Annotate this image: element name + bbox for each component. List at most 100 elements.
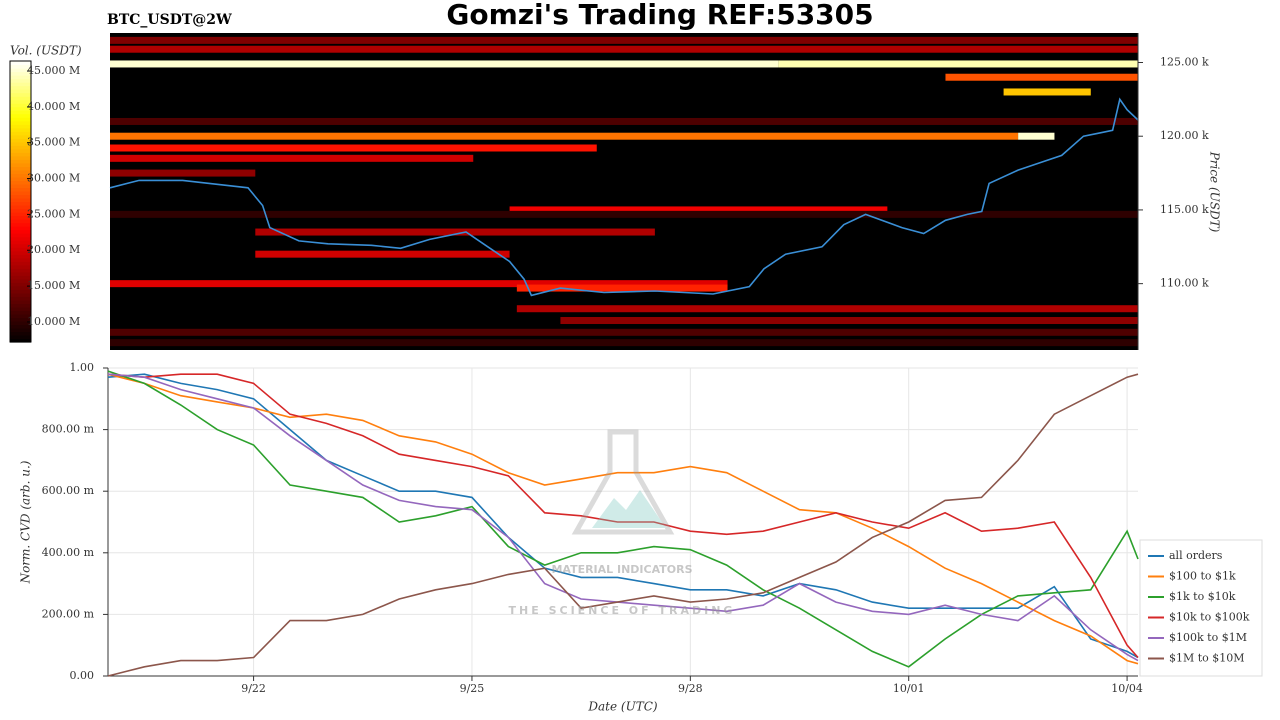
colorbar-slice: [10, 236, 31, 241]
plots: 110.00 k 115.00 k 120.00 k 125.00 k Price (U…: [9, 33, 1263, 714]
colorbar-slice: [10, 197, 31, 203]
colorbar-slice: [10, 250, 31, 255]
watermark-text: MATERIAL INDICATORS: [551, 563, 692, 576]
colorbar-frame: [9, 60, 32, 343]
y-tick-label: 0.00: [70, 669, 95, 682]
colorbar-label: Vol. (USDT): [10, 44, 82, 58]
colorbar-slice: [10, 254, 31, 259]
colorbar-slice: [10, 134, 31, 139]
colorbar-slice: [10, 205, 31, 210]
cvd-line: [107, 373, 1139, 659]
heatmap-cell: [255, 228, 655, 236]
y-axis-label: Norm. CVD (arb. u.): [19, 460, 33, 584]
colorbar-slice: [10, 247, 31, 252]
colorbar-slice: [10, 268, 31, 273]
cvd-line: [107, 373, 1139, 677]
colorbar-slice: [10, 320, 31, 326]
colorbar-slice: [10, 233, 31, 238]
colorbar-slice: [10, 264, 31, 269]
colorbar-slice: [10, 303, 31, 308]
y-tick-label: 110.00 k: [1160, 277, 1209, 290]
heatmap-cell: [110, 45, 1138, 53]
colorbar-slice: [10, 120, 31, 125]
colorbar-slice: [10, 327, 31, 333]
colorbar-slice: [10, 215, 31, 220]
colorbar-slice: [10, 152, 31, 157]
legend-label: $100k to $1M: [1169, 631, 1247, 644]
y-tick-label: 115.00 k: [1160, 203, 1209, 216]
heatmap-cell: [516, 305, 1138, 313]
colorbar-slice: [10, 117, 31, 122]
colorbar-tick-label: 20.000 M: [27, 243, 80, 256]
legend-label: $100 to $1k: [1169, 570, 1236, 583]
colorbar-slice: [10, 176, 31, 182]
colorbar-tick-label: 30.000 M: [27, 172, 80, 185]
heatmap-cell: [110, 339, 1138, 347]
colorbar-slice: [10, 166, 31, 171]
colorbar-slice: [10, 212, 31, 217]
legend-label: $1M to $10M: [1169, 652, 1245, 665]
colorbar-slice: [10, 261, 31, 266]
heatmap-background: [110, 33, 1138, 350]
colorbar-slice: [10, 78, 31, 83]
legend-label: all orders: [1169, 549, 1223, 562]
colorbar-slice: [10, 145, 31, 150]
cvd-line: [107, 370, 1139, 668]
heatmap-cell: [110, 210, 1138, 218]
colorbar-slice: [10, 313, 31, 319]
cvd-line: [107, 373, 1139, 662]
heatmap-cell: [110, 280, 728, 288]
colorbar-slice: [10, 99, 31, 104]
heatmap-cell: [110, 169, 256, 177]
colorbar-tick-label: 10.000 M: [27, 315, 80, 328]
price-line: [109, 97, 1139, 297]
colorbar-slice: [10, 324, 31, 329]
colorbar-slice: [10, 338, 31, 343]
heatmap-cell: [110, 132, 1019, 140]
colorbar-slice: [10, 243, 31, 248]
colorbar-slice: [10, 173, 31, 178]
x-tick-label: 9/25: [460, 682, 485, 695]
colorbar-slice: [10, 113, 31, 118]
colorbar-slice: [10, 64, 31, 69]
colorbar-tick-label: 15.000 M: [27, 279, 80, 292]
colorbar-slice: [10, 194, 31, 199]
y-tick-label: 600.00 m: [42, 484, 95, 497]
x-tick-label: 10/01: [893, 682, 925, 695]
y-tick-label: 120.00 k: [1160, 129, 1209, 142]
watermark-subtext: THE SCIENCE OF TRADING: [509, 604, 736, 617]
colorbar-slice: [10, 106, 31, 111]
heatmap-cell: [509, 206, 888, 214]
colorbar-slice: [10, 61, 31, 66]
y-tick-label: 125.00 k: [1160, 55, 1209, 68]
colorbar-slice: [10, 183, 31, 189]
colorbar-slice: [10, 208, 31, 213]
colorbar-slice: [10, 306, 31, 311]
y-tick-label: 800.00 m: [42, 423, 95, 436]
colorbar-slice: [10, 292, 31, 297]
colorbar-slice: [10, 159, 31, 164]
colorbar-slice: [10, 82, 31, 87]
colorbar-slice: [10, 271, 31, 276]
colorbar-slice: [10, 229, 31, 234]
colorbar-slice: [10, 289, 31, 294]
heatmap-cell: [110, 60, 779, 68]
heatmap-cell: [1003, 88, 1091, 96]
x-tick-label: 10/04: [1111, 682, 1143, 695]
colorbar-slice: [10, 240, 31, 245]
colorbar-slice: [10, 226, 31, 231]
colorbar-slice: [10, 162, 31, 167]
colorbar-slice: [10, 310, 31, 315]
colorbar-slice: [10, 92, 31, 97]
heatmap-cell: [778, 60, 1138, 68]
cvd-line: [107, 373, 1139, 665]
colorbar-slice: [10, 148, 31, 153]
y-axis-label: Price (USDT): [1208, 151, 1222, 233]
colorbar-slice: [10, 257, 31, 262]
heatmap-cell: [516, 284, 728, 292]
heatmap-cell: [945, 73, 1138, 81]
colorbar-slice: [10, 124, 31, 129]
colorbar-slice: [10, 85, 31, 90]
legend-label: $1k to $10k: [1169, 590, 1236, 603]
